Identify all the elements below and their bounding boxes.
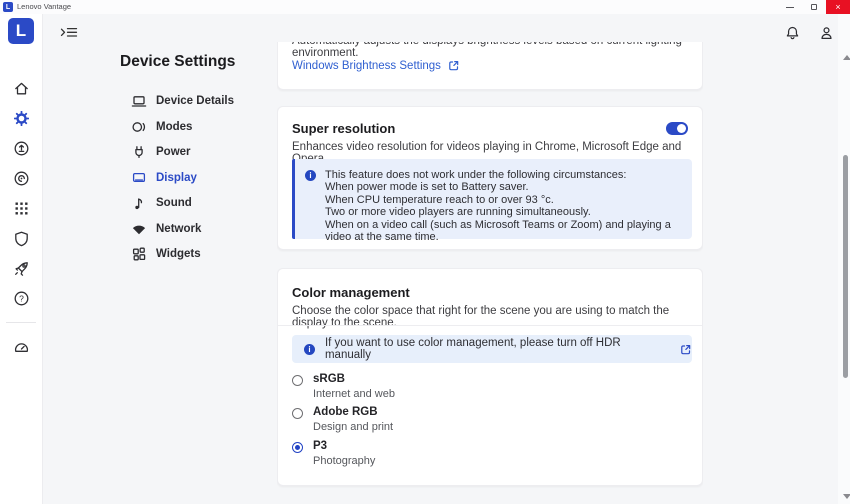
home-icon[interactable] [12, 79, 30, 97]
external-link-icon [447, 59, 460, 72]
windows-brightness-settings-link[interactable]: Windows Brightness Settings [292, 59, 460, 72]
color-management-title: Color management [292, 285, 410, 300]
notice-text: This feature does not work under the fol… [325, 169, 671, 244]
lenovo-logo: L [8, 18, 34, 44]
nav-item-modes[interactable]: Modes [131, 117, 271, 137]
hdr-banner: i If you want to use color management, p… [292, 335, 692, 363]
nav-item-sound[interactable]: Sound [131, 193, 271, 213]
nav-item-power[interactable]: Power [131, 142, 271, 162]
sound-note-icon [131, 195, 147, 211]
hardware-scan-gauge-icon[interactable] [12, 338, 30, 356]
brightness-description: Automatically adjusts the displays brigh… [292, 42, 682, 59]
close-button[interactable]: × [826, 0, 850, 14]
restore-button[interactable] [802, 0, 826, 14]
svg-text:?: ? [19, 293, 24, 303]
nav-item-network[interactable]: Network [131, 219, 271, 239]
wifi-icon [131, 221, 147, 237]
scrollbar-thumb[interactable] [843, 155, 848, 378]
super-resolution-card: Super resolution Enhances video resoluti… [277, 106, 703, 250]
support-icon[interactable] [12, 169, 30, 187]
security-shield-icon[interactable] [12, 229, 30, 247]
boost-rocket-icon[interactable] [12, 259, 30, 277]
nav-item-device-details[interactable]: Device Details [131, 91, 271, 111]
rail-divider [6, 322, 36, 323]
hdr-banner-text: If you want to use color management, ple… [324, 337, 621, 361]
brightness-card: Automatically adjusts the displays brigh… [277, 42, 703, 90]
radio-selected[interactable] [292, 442, 303, 453]
nav-item-display[interactable]: Display [131, 168, 271, 188]
page-title: Device Settings [120, 53, 236, 70]
scroll-down-arrow[interactable] [843, 494, 850, 499]
nav-item-widgets[interactable]: Widgets [131, 244, 271, 264]
settings-gear-icon[interactable] [12, 109, 30, 127]
titlebar: L Lenovo Vantage × [0, 0, 850, 14]
color-option-srgb[interactable]: sRGB Internet and web [292, 373, 395, 400]
menu-collapse-icon[interactable] [59, 25, 79, 40]
color-management-description: Choose the color space that right for th… [292, 305, 670, 329]
external-link-icon[interactable] [679, 343, 692, 356]
scroll-up-arrow[interactable] [843, 55, 850, 60]
notifications-bell-icon[interactable] [785, 25, 800, 41]
radio-unselected[interactable] [292, 408, 303, 419]
display-icon [131, 170, 147, 186]
color-option-p3[interactable]: P3 Photography [292, 440, 375, 467]
window-title: Lenovo Vantage [17, 2, 72, 11]
help-icon[interactable]: ? [12, 289, 30, 307]
widgets-icon [131, 246, 147, 262]
power-plug-icon [131, 144, 147, 160]
modes-icon [131, 119, 147, 135]
account-person-icon[interactable] [819, 25, 834, 41]
main-content: Automatically adjusts the displays brigh… [277, 42, 703, 504]
system-update-icon[interactable] [12, 139, 30, 157]
apps-grid-icon[interactable] [12, 199, 30, 217]
color-management-card: Color management Choose the color space … [277, 268, 703, 486]
super-resolution-notice: i This feature does not work under the f… [292, 159, 692, 243]
color-option-adobe-rgb[interactable]: Adobe RGB Design and print [292, 406, 393, 433]
toggle-knob [677, 124, 686, 133]
info-icon: i [304, 343, 315, 355]
radio-unselected[interactable] [292, 375, 303, 386]
laptop-icon [131, 93, 147, 109]
super-resolution-title: Super resolution [292, 121, 396, 136]
sidebar-rail: ? [0, 14, 43, 504]
card-divider [278, 325, 702, 326]
super-resolution-toggle[interactable] [666, 122, 688, 135]
info-icon: i [305, 170, 316, 181]
app-logo-small: L [3, 2, 13, 12]
minimize-button[interactable] [778, 0, 802, 14]
